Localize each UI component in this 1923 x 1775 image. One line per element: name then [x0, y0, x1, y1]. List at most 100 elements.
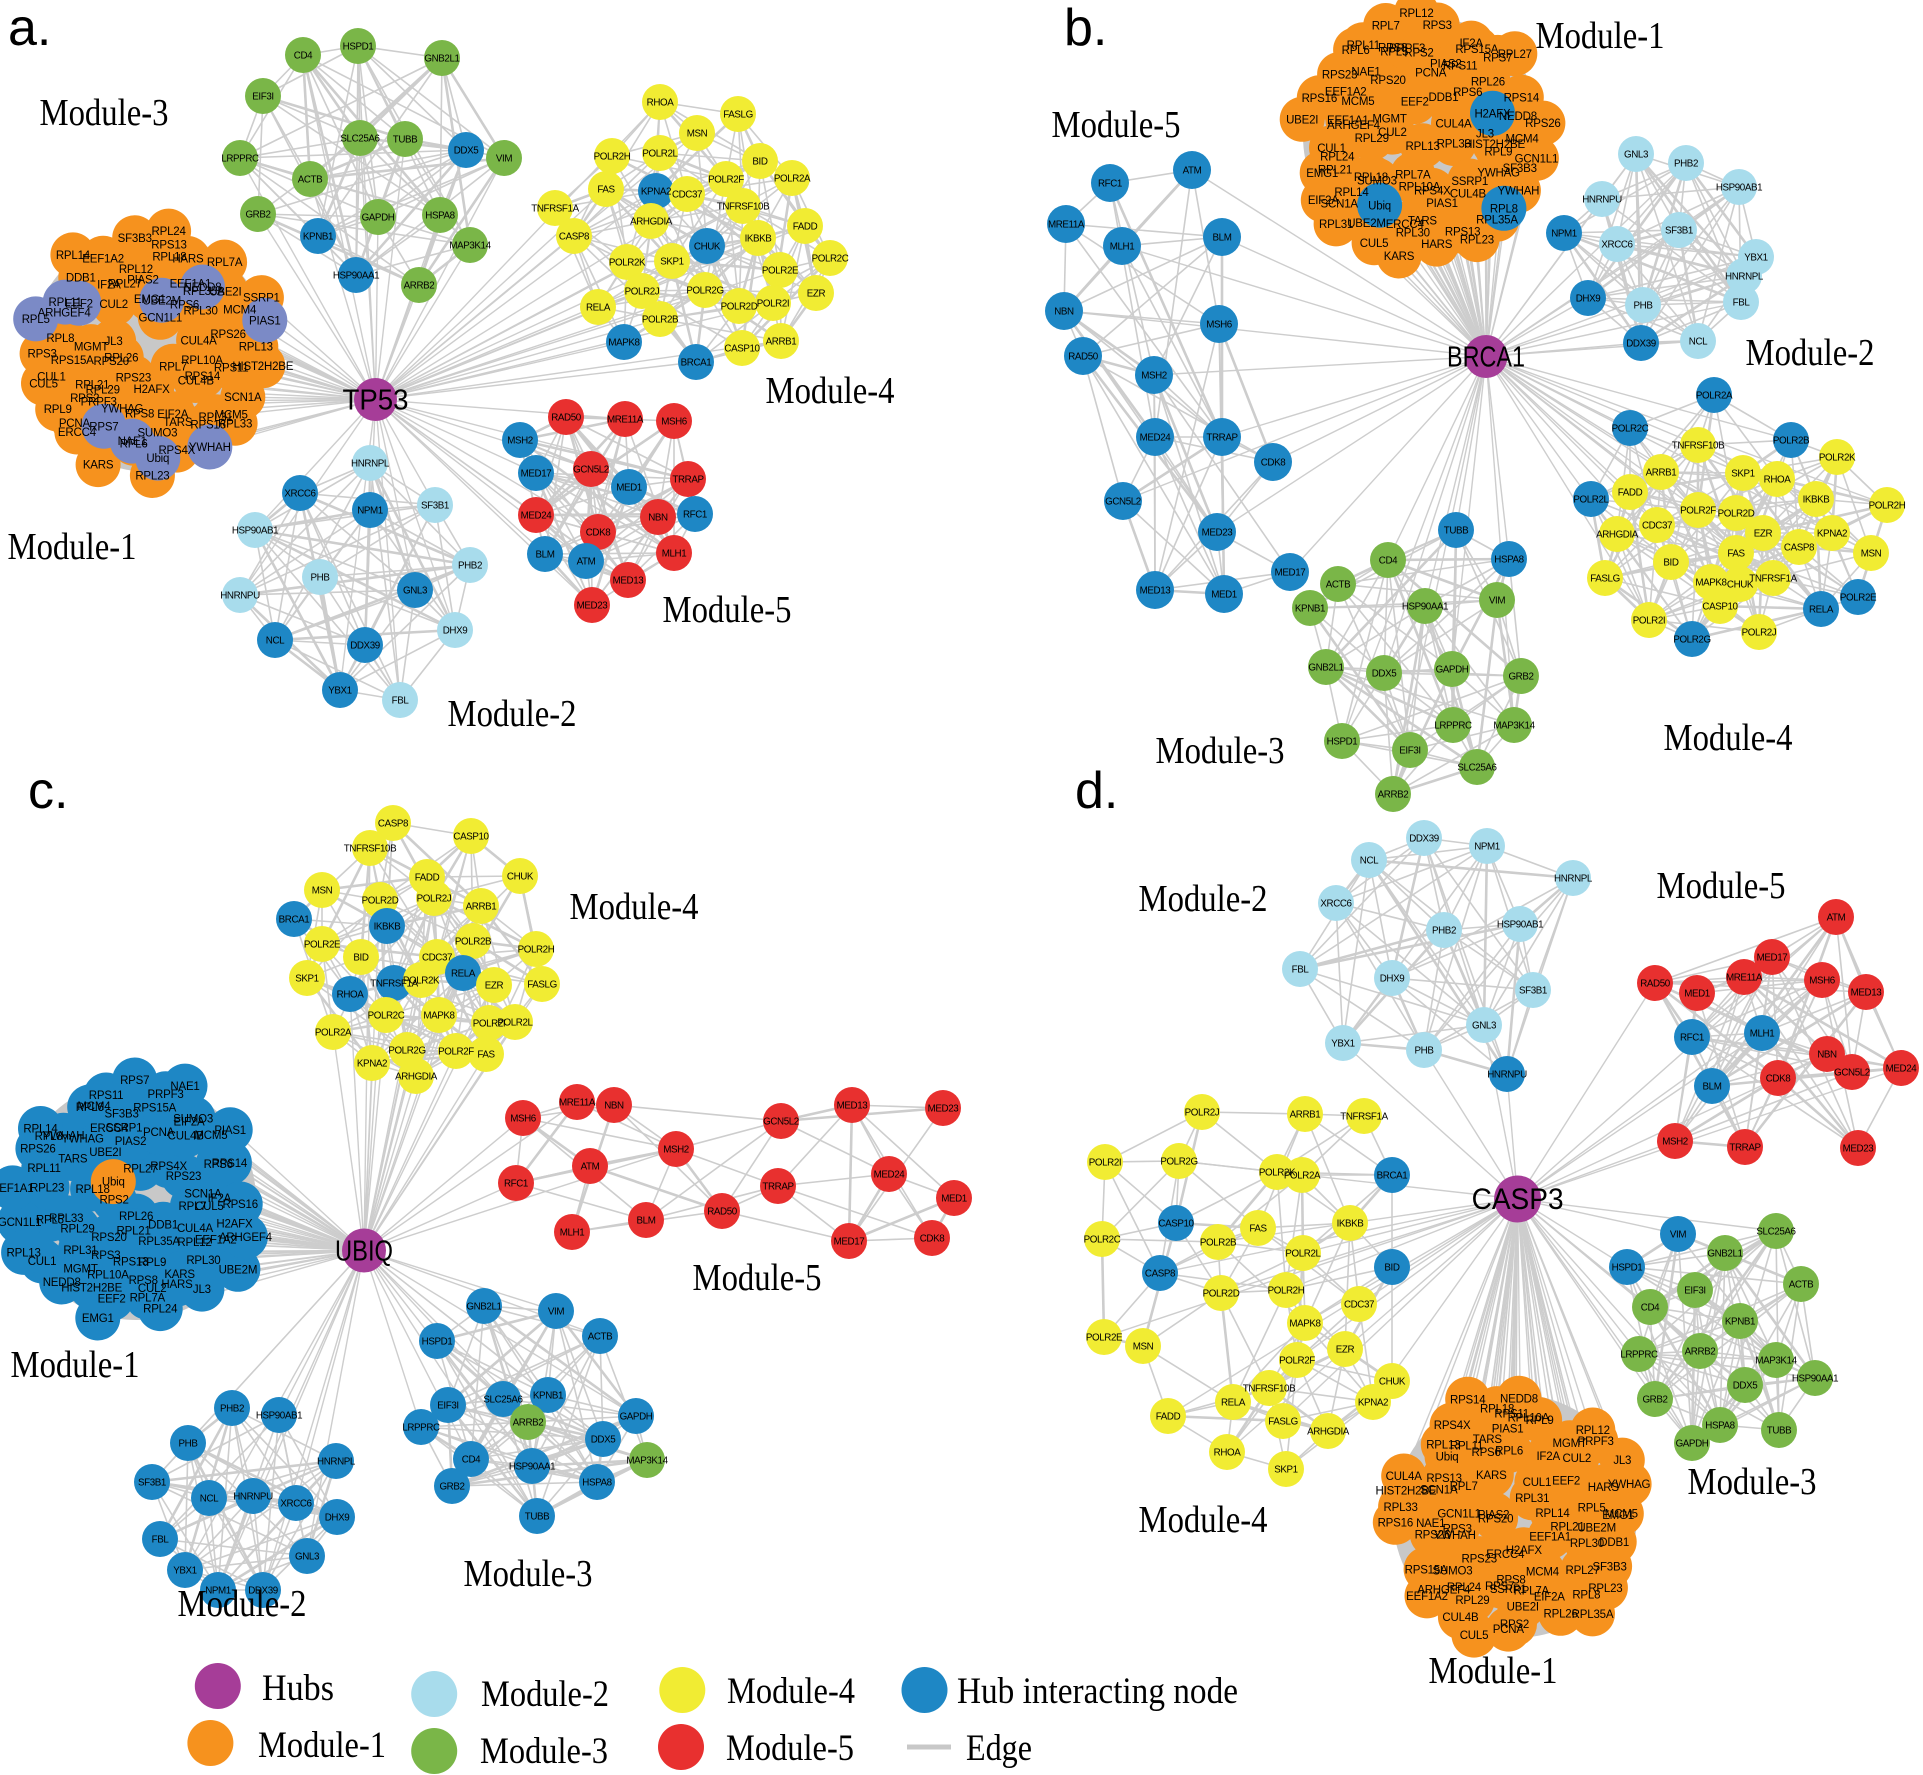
- svg-text:RPS15A: RPS15A: [133, 1103, 176, 1115]
- svg-text:MSH6: MSH6: [661, 417, 688, 428]
- svg-text:PIAS1: PIAS1: [1492, 1424, 1524, 1436]
- svg-text:UBE2M: UBE2M: [1347, 218, 1386, 230]
- svg-text:RPL21: RPL21: [75, 380, 109, 392]
- svg-text:YWHAG: YWHAG: [61, 1133, 104, 1145]
- svg-text:HNRNPL: HNRNPL: [1554, 874, 1593, 885]
- svg-text:BRCA1: BRCA1: [1447, 342, 1525, 374]
- svg-text:HIST2H2BE: HIST2H2BE: [232, 361, 293, 373]
- svg-text:LRPPRC: LRPPRC: [1620, 1350, 1658, 1361]
- svg-text:MLH1: MLH1: [1110, 242, 1135, 253]
- svg-text:DDX5: DDX5: [591, 1435, 616, 1446]
- svg-text:HIST2H2BE: HIST2H2BE: [61, 1282, 122, 1294]
- svg-text:NPM1: NPM1: [205, 1586, 231, 1597]
- svg-text:NPM1: NPM1: [357, 506, 383, 517]
- svg-text:RPS15A: RPS15A: [1405, 1564, 1448, 1576]
- svg-text:LRPPRC: LRPPRC: [402, 1423, 440, 1434]
- svg-text:RELA: RELA: [1809, 605, 1834, 616]
- svg-text:RPL13: RPL13: [7, 1248, 41, 1260]
- svg-text:POLR2I: POLR2I: [1089, 1158, 1121, 1169]
- svg-text:RPS7: RPS7: [1485, 1581, 1514, 1593]
- svg-text:TNFRSF10B: TNFRSF10B: [344, 844, 397, 855]
- svg-text:CDC37: CDC37: [672, 190, 702, 201]
- svg-text:RPL13: RPL13: [1406, 141, 1440, 153]
- svg-text:POLR2D: POLR2D: [1203, 1289, 1240, 1300]
- svg-text:RPS11: RPS11: [1443, 60, 1478, 72]
- svg-text:EIF2A: EIF2A: [1534, 1591, 1565, 1603]
- svg-text:a.: a.: [8, 0, 51, 57]
- svg-text:MED24: MED24: [1886, 1064, 1918, 1075]
- svg-text:ACTB: ACTB: [588, 1332, 613, 1343]
- svg-text:NBN: NBN: [1817, 1050, 1837, 1061]
- svg-text:CASP3: CASP3: [1472, 1183, 1564, 1216]
- svg-text:BLM: BLM: [1213, 233, 1232, 244]
- svg-text:TUBB: TUBB: [1767, 1426, 1792, 1437]
- svg-text:RPS13: RPS13: [151, 240, 186, 252]
- svg-text:DDX5: DDX5: [1733, 1381, 1758, 1392]
- svg-text:RPL26: RPL26: [104, 353, 138, 365]
- svg-text:KPNB1: KPNB1: [303, 232, 333, 243]
- svg-text:GCN1L1: GCN1L1: [1515, 154, 1559, 166]
- svg-text:HSP90AB1: HSP90AB1: [1716, 183, 1762, 194]
- svg-text:GAPDH: GAPDH: [620, 1412, 653, 1423]
- svg-text:CDC37: CDC37: [422, 953, 452, 964]
- svg-text:ARHGEF4: ARHGEF4: [1327, 120, 1381, 132]
- svg-text:RPL14: RPL14: [23, 1124, 58, 1136]
- svg-text:RPL26: RPL26: [1471, 76, 1505, 88]
- svg-text:FBL: FBL: [1733, 298, 1751, 309]
- svg-text:RPS2: RPS2: [99, 1195, 128, 1207]
- svg-text:GCN5L2: GCN5L2: [763, 1117, 799, 1128]
- svg-text:Module-4: Module-4: [766, 370, 895, 412]
- svg-text:DDX5: DDX5: [454, 146, 479, 157]
- svg-text:TNFRSF10B: TNFRSF10B: [717, 202, 770, 213]
- svg-text:Module-2: Module-2: [1139, 878, 1268, 920]
- svg-text:RPS7: RPS7: [1483, 53, 1512, 65]
- svg-text:MED24: MED24: [1140, 433, 1172, 444]
- svg-text:Edge: Edge: [966, 1728, 1032, 1769]
- svg-text:TNFRSF1A: TNFRSF1A: [1749, 574, 1797, 585]
- svg-text:MLH1: MLH1: [560, 1228, 585, 1239]
- svg-text:MSH2: MSH2: [663, 1145, 689, 1156]
- svg-text:MGMT: MGMT: [1553, 1438, 1588, 1450]
- svg-text:RPL24: RPL24: [143, 1304, 178, 1316]
- svg-text:POLR2E: POLR2E: [762, 266, 799, 277]
- svg-text:RPL21: RPL21: [117, 1226, 151, 1238]
- svg-text:GAPDH: GAPDH: [1436, 665, 1469, 676]
- svg-text:RPS20: RPS20: [1478, 1513, 1513, 1525]
- svg-text:ARRB2: ARRB2: [1685, 1347, 1716, 1358]
- svg-text:Module-5: Module-5: [726, 1728, 854, 1769]
- svg-text:CUL5: CUL5: [29, 378, 58, 390]
- svg-text:NAE1: NAE1: [170, 1081, 199, 1093]
- svg-text:POLR2J: POLR2J: [625, 287, 660, 298]
- svg-text:SSRP1: SSRP1: [106, 1123, 143, 1135]
- svg-text:RPL27: RPL27: [123, 1164, 157, 1176]
- svg-text:CUL2: CUL2: [99, 299, 128, 311]
- svg-text:UBE2I: UBE2I: [1286, 114, 1318, 126]
- svg-text:DDX39: DDX39: [1626, 339, 1656, 350]
- svg-text:KPNA2: KPNA2: [357, 1059, 387, 1070]
- svg-text:ARRB2: ARRB2: [404, 281, 435, 292]
- svg-text:POLR2J: POLR2J: [1742, 628, 1777, 639]
- svg-text:ARRB2: ARRB2: [1378, 790, 1409, 801]
- svg-text:CUL4B: CUL4B: [1442, 1612, 1479, 1624]
- svg-text:GNL3: GNL3: [1624, 150, 1649, 161]
- svg-text:IKBKB: IKBKB: [745, 234, 773, 245]
- svg-text:YWHAH: YWHAH: [1497, 186, 1539, 198]
- svg-text:RPS11: RPS11: [214, 363, 249, 375]
- svg-text:GRB2: GRB2: [1642, 1395, 1667, 1406]
- svg-text:POLR2B: POLR2B: [642, 315, 679, 326]
- svg-text:PIAS2: PIAS2: [127, 275, 159, 287]
- svg-text:Module-1: Module-1: [1536, 15, 1665, 57]
- svg-text:MRE11A: MRE11A: [1726, 973, 1763, 984]
- svg-text:POLR2L: POLR2L: [1285, 1249, 1321, 1260]
- svg-text:ACTB: ACTB: [1326, 580, 1351, 591]
- svg-text:Module-5: Module-5: [693, 1257, 822, 1299]
- svg-text:Ubiq: Ubiq: [1436, 1452, 1459, 1464]
- svg-text:XRCC6: XRCC6: [284, 489, 316, 500]
- svg-text:RELA: RELA: [451, 969, 476, 980]
- svg-text:CUL4B: CUL4B: [168, 1130, 205, 1142]
- svg-text:RPL10A: RPL10A: [181, 355, 223, 367]
- svg-text:PRPF3: PRPF3: [1389, 43, 1425, 55]
- svg-text:POLR2A: POLR2A: [315, 1028, 352, 1039]
- svg-text:RPL6: RPL6: [76, 1102, 104, 1114]
- svg-text:EIF2A: EIF2A: [157, 409, 188, 421]
